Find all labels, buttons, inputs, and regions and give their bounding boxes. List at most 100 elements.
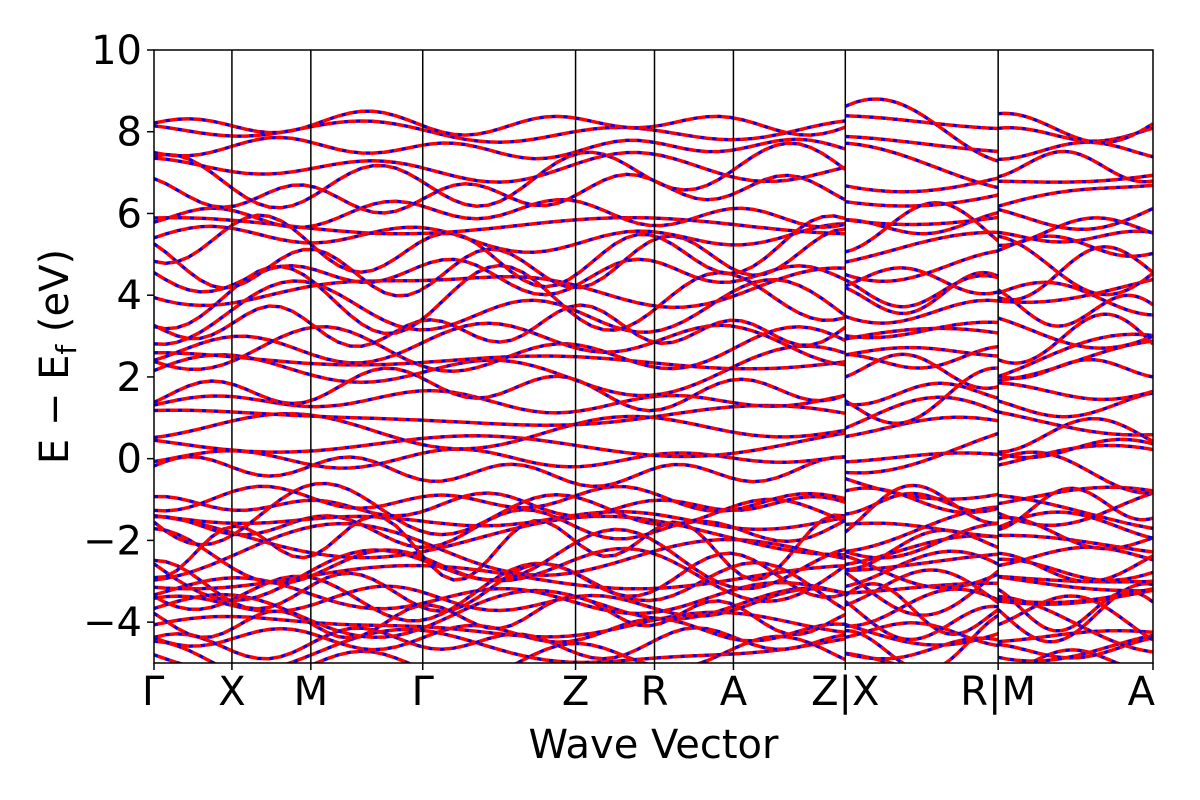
x-tick-label: Z [562, 669, 589, 715]
y-tick-label: 2 [117, 355, 142, 401]
band-line-blue-dashed [845, 614, 999, 663]
band-line-blue-dashed [845, 193, 999, 208]
band-line-red [997, 183, 1153, 208]
x-tick-label: Γ [412, 669, 435, 715]
band-line-blue-dashed [845, 534, 999, 566]
y-tick-label: 0 [117, 437, 142, 483]
band-line-blue-dashed [154, 513, 846, 582]
band-line-blue-dashed [154, 150, 846, 184]
band-line-blue-dashed [154, 389, 846, 415]
band-line-blue-dashed [844, 271, 999, 315]
band-line-blue-dashed [997, 288, 1153, 328]
y-axis-ticks: −4 −2 0 2 4 6 8 10 [83, 28, 154, 646]
band-line-blue-dashed [998, 173, 1153, 184]
band-line-blue-dashed [997, 575, 1153, 593]
band-line-blue-dashed [844, 636, 999, 661]
band-line-blue-dashed [998, 216, 1153, 247]
band-line-blue-dashed [154, 325, 846, 373]
x-tick-label: X [218, 669, 245, 715]
kpoint-vertical-lines [231, 50, 999, 663]
band-line-blue-dashed [154, 626, 846, 661]
band-line-blue-dashed [154, 351, 846, 371]
band-line-blue-dashed [154, 576, 846, 616]
band-line-blue-dashed [845, 135, 999, 153]
y-tick-label: 8 [117, 110, 142, 156]
band-line-red [154, 221, 846, 254]
band-line-red [154, 454, 846, 489]
band-line-blue-dashed [845, 141, 999, 190]
band-line-red [845, 415, 999, 439]
band-line-blue-dashed [154, 564, 846, 591]
band-line-blue-dashed [845, 230, 999, 264]
band-line-red [154, 513, 846, 560]
band-line-blue-dashed [844, 569, 1000, 617]
band-line-blue-dashed [154, 141, 847, 210]
band-line-blue-dashed [998, 574, 1153, 584]
band-line-blue-dashed [154, 135, 846, 161]
x-axis-title: Wave Vector [529, 722, 780, 768]
x-tick-label: A [720, 669, 748, 715]
band-line-red [154, 213, 846, 289]
x-axis-ticks: Γ X M Γ Z R A Z|X R|M A [142, 663, 1156, 715]
band-line-red [154, 197, 846, 230]
x-tick-label: Γ [142, 669, 165, 715]
band-line-blue-dashed [844, 549, 999, 588]
band-line-blue-dashed [997, 391, 1153, 419]
band-line-red [845, 193, 999, 208]
band-line-blue-dashed [998, 533, 1153, 554]
y-tick-label: 4 [117, 273, 142, 319]
band-line-red [844, 352, 999, 391]
band-line-blue-dashed [845, 215, 999, 226]
y-tick-label: 6 [117, 191, 142, 237]
band-line-blue-dashed [997, 545, 1153, 567]
band-line-blue-dashed [844, 521, 999, 560]
band-line-red [844, 483, 999, 534]
band-line-blue-dashed [998, 126, 1153, 143]
band-line-blue-dashed [997, 234, 1153, 297]
y-axis-title-main: E − E [32, 355, 78, 465]
band-line-blue-dashed [154, 595, 846, 640]
band-line-blue-dashed [154, 366, 846, 413]
band-line-blue-dashed [845, 326, 999, 341]
band-line-blue-dashed [845, 528, 999, 572]
band-line-blue-dashed [998, 111, 1153, 144]
y-axis-title: E − Ef (eV) [32, 249, 83, 464]
band-line-blue-dashed [997, 437, 1153, 459]
band-line-blue-dashed [997, 207, 1153, 231]
band-line-blue-dashed [154, 431, 846, 459]
band-line-blue-dashed [998, 381, 1153, 401]
band-line-blue-dashed [845, 492, 999, 516]
plot-frame [153, 49, 1154, 664]
band-line-blue-dashed [998, 629, 1153, 643]
band-line-blue-dashed [997, 245, 1153, 302]
band-line-blue-dashed [844, 623, 999, 647]
band-line-blue-dashed [997, 485, 1153, 506]
band-line-blue-dashed [997, 332, 1153, 379]
x-tick-label: R [641, 669, 669, 715]
band-line-red [154, 277, 847, 346]
band-line-blue-dashed [845, 552, 999, 573]
x-tick-label: Z|X [811, 669, 879, 715]
band-line-red [997, 288, 1153, 328]
band-line-red [844, 582, 1000, 636]
band-line-red [154, 634, 847, 663]
y-axis-title-subscript: f [50, 344, 83, 355]
band-line-blue-dashed [154, 546, 847, 603]
band-line-blue-dashed [997, 316, 1153, 350]
y-axis-title-unit: (eV) [32, 249, 78, 345]
band-line-blue-dashed [998, 278, 1153, 304]
band-line-blue-dashed [997, 312, 1153, 365]
band-line-blue-dashed [844, 600, 999, 641]
band-line-blue-dashed [844, 298, 999, 325]
band-line-blue-dashed [154, 522, 846, 582]
band-line-blue-dashed [997, 183, 1153, 208]
band-line-red [844, 273, 999, 309]
x-tick-label: A [1128, 669, 1156, 715]
band-line-blue-dashed [997, 410, 1153, 437]
band-line-blue-dashed [154, 278, 847, 346]
band-line-red [154, 411, 846, 451]
band-line-blue-dashed [998, 515, 1153, 551]
band-line-blue-dashed [997, 633, 1153, 663]
x-tick-label: M [294, 669, 329, 715]
